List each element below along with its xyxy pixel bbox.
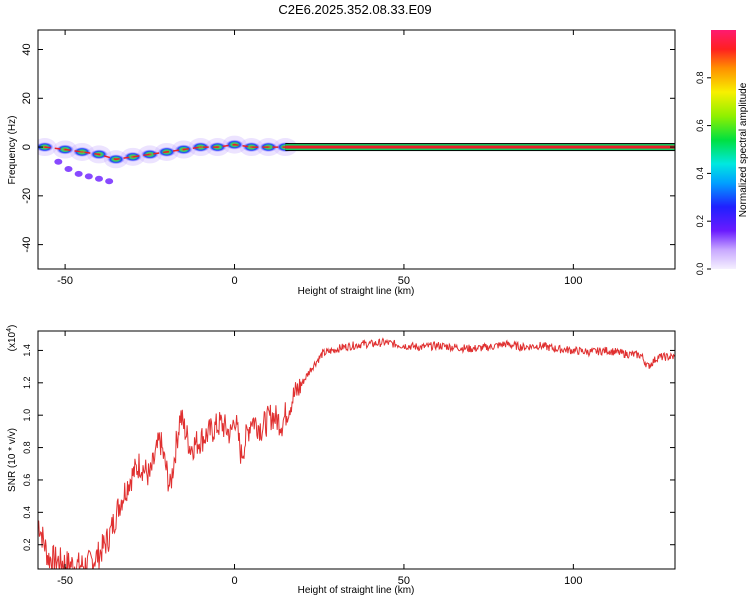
snr-plot-area — [38, 337, 675, 569]
spectrogram-y-axis-label: Frequency (Hz) — [7, 116, 18, 185]
ridge-blob — [140, 149, 159, 160]
ridge-blob — [242, 142, 261, 153]
tail-blob — [84, 173, 93, 180]
colorbar-tick-label: 0.6 — [695, 119, 705, 132]
y-tick-label: 1.2 — [22, 377, 32, 390]
tail-blob — [105, 178, 114, 185]
x-tick-label: 100 — [564, 575, 582, 587]
x-tick-label: 50 — [398, 575, 410, 587]
x-tick-label: 0 — [231, 575, 237, 587]
snr-y-axis-label: SNR (10 * v/v) — [7, 428, 18, 492]
ridge-blob — [73, 146, 92, 157]
snr-x-axis-label: Height of straight line (km) — [298, 585, 415, 596]
spectrogram-y-ticks: -40 -20 0 20 40 — [21, 43, 675, 253]
colorbar-tick-label: 0.4 — [695, 167, 705, 180]
spectrogram-frame — [37, 29, 676, 270]
y-tick-label: 0.2 — [22, 538, 32, 551]
tail-blob — [54, 158, 63, 165]
snr-exponent-label: (x104) — [6, 325, 18, 352]
snr-y-ticks: 0.2 0.4 0.6 0.8 1.0 1.2 1.4 — [22, 344, 675, 551]
snr-x-ticks: -50 0 50 100 — [57, 331, 583, 587]
y-tick-label: -40 — [21, 237, 33, 253]
y-tick-label: -20 — [21, 188, 33, 204]
snr-exponent-close: ) — [7, 325, 18, 328]
y-tick-label: 1.4 — [22, 344, 32, 357]
snr-exponent-power: 4 — [6, 328, 13, 332]
spectrogram-x-ticks: -50 0 50 100 — [57, 30, 583, 287]
x-tick-label: -50 — [57, 575, 73, 587]
spectrogram-panel: -50 0 50 100 -40 -20 0 20 40 Height of straight… — [7, 29, 676, 297]
band-core — [285, 145, 675, 149]
y-tick-label: 0.8 — [22, 441, 32, 454]
ridge-blob — [259, 142, 278, 153]
colorbar-ticks: 0.0 0.2 0.4 0.6 0.8 — [695, 72, 711, 276]
chart-title: C2E6.2025.352.08.33.E09 — [278, 2, 431, 17]
y-tick-label: 20 — [21, 92, 33, 104]
colorbar-tick-label: 0.2 — [695, 215, 705, 228]
x-tick-label: 0 — [231, 275, 237, 287]
colorbar: 0.0 0.2 0.4 0.6 0.8 Normalized spectral ampl… — [695, 30, 749, 275]
spectrogram-heat — [38, 135, 675, 185]
y-tick-label: 0 — [21, 144, 33, 150]
spectrogram-x-axis-label: Height of straight line (km) — [298, 286, 415, 297]
tail-blob — [64, 166, 73, 173]
x-tick-label: 100 — [564, 275, 582, 287]
snr-frame — [37, 330, 676, 570]
y-tick-label: 40 — [21, 43, 33, 55]
x-tick-label: 50 — [398, 275, 410, 287]
tail-blob — [94, 175, 103, 182]
svg-text:(x104): (x104) — [6, 325, 18, 352]
y-tick-label: 0.4 — [22, 506, 32, 519]
colorbar-tick-label: 0.8 — [695, 72, 705, 85]
ridge-blob — [123, 151, 142, 162]
ridge-line — [44, 143, 286, 161]
ridge-blob — [191, 142, 210, 153]
colorbar-gradient — [711, 30, 736, 269]
snr-panel: -50 0 50 100 0.2 0.4 0.6 0.8 1.0 1.2 1.4 Height o… — [6, 325, 676, 596]
snr-exponent-base: (x10 — [7, 331, 18, 351]
colorbar-tick-label: 0.0 — [695, 263, 705, 276]
y-tick-label: 0.6 — [22, 474, 32, 487]
colorbar-label: Normalized spectral amplitude — [738, 82, 749, 217]
tail-blob — [74, 170, 83, 177]
y-tick-label: 1.0 — [22, 409, 32, 422]
snr-series-line — [38, 337, 675, 569]
x-tick-label: -50 — [57, 275, 73, 287]
